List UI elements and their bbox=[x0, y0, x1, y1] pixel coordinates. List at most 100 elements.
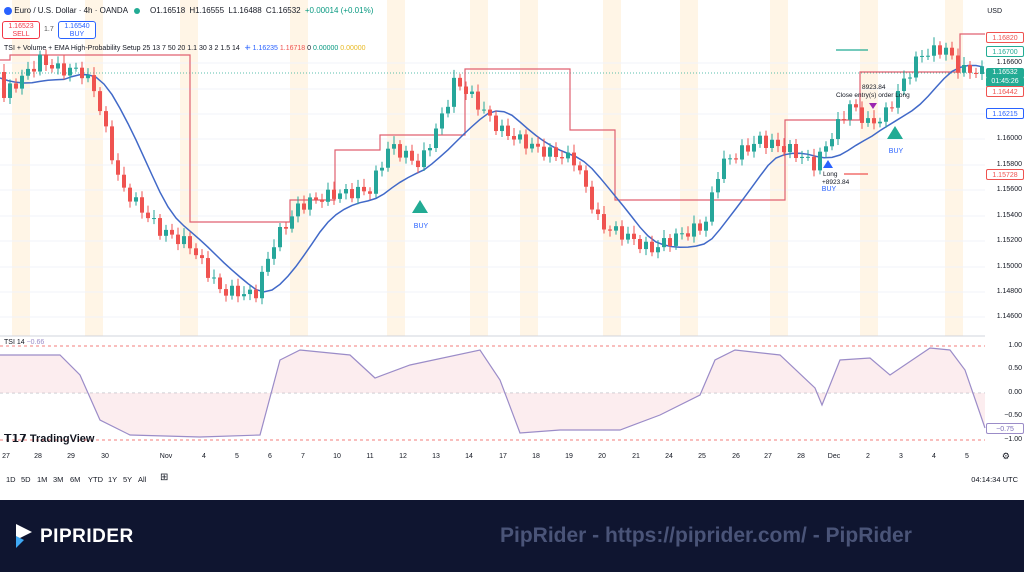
gear-icon[interactable]: ⁜ bbox=[244, 45, 251, 52]
time-axis-label: 12 bbox=[399, 453, 407, 460]
candle-body bbox=[908, 77, 912, 79]
close-value: C1.16532 bbox=[265, 6, 301, 15]
candle-body bbox=[944, 47, 948, 55]
time-axis-label: 5 bbox=[235, 453, 239, 460]
tsi-legend[interactable]: TSI 14 −0.66 bbox=[4, 339, 44, 346]
buy-label: BUY bbox=[414, 223, 429, 230]
symbol-header[interactable]: Euro / U.S. Dollar · 4h · OANDA bbox=[4, 6, 140, 15]
candle-body bbox=[842, 119, 846, 121]
candle-body bbox=[566, 152, 570, 159]
tsi-tick: 0.50 bbox=[1008, 365, 1022, 372]
timeframe-button[interactable]: 1M bbox=[37, 475, 48, 484]
candle-body bbox=[644, 241, 648, 250]
price-tick-label: 1.15000 bbox=[996, 263, 1022, 270]
timeframe-button[interactable]: 1Y bbox=[108, 475, 118, 484]
candle-body bbox=[722, 158, 726, 179]
candle-body bbox=[416, 160, 420, 168]
open-value: O1.16518 bbox=[150, 6, 186, 15]
indicator-value-1: 1.16235 bbox=[252, 45, 278, 52]
time-axis-label: 14 bbox=[465, 453, 473, 460]
candle-body bbox=[668, 238, 672, 246]
candles bbox=[2, 37, 984, 305]
footer-url-text: PipRider - https://piprider.com/ - PipRi… bbox=[500, 524, 912, 547]
candle-body bbox=[104, 111, 108, 127]
buy-button[interactable]: 1.16540 BUY bbox=[58, 21, 96, 39]
indicator-legend[interactable]: TSI + Volume + EMA High-Probability Setu… bbox=[4, 44, 366, 52]
candle-body bbox=[950, 47, 954, 56]
candle-body bbox=[86, 75, 90, 79]
candle-body bbox=[116, 160, 120, 175]
candle-body bbox=[38, 54, 42, 72]
time-axis-label: 24 bbox=[665, 453, 673, 460]
candle-body bbox=[854, 104, 858, 108]
candle-body bbox=[224, 289, 228, 296]
session-band bbox=[520, 0, 538, 336]
time-axis-label: 27 bbox=[2, 453, 10, 460]
candle-body bbox=[260, 271, 264, 299]
candle-body bbox=[344, 189, 348, 194]
indicator-value-2: 1.16718 bbox=[279, 45, 306, 52]
timeframe-button[interactable]: 6M bbox=[70, 475, 81, 484]
price-tick-label: 1.16000 bbox=[996, 135, 1022, 142]
candle-body bbox=[236, 285, 240, 297]
candle-body bbox=[830, 139, 834, 147]
price-chart[interactable]: BUY BUY BUY Long +8923.84 8923.84 Close … bbox=[0, 0, 990, 450]
time-axis-label: 20 bbox=[598, 453, 606, 460]
timeframe-button[interactable]: 5Y bbox=[123, 475, 133, 484]
candle-body bbox=[686, 233, 690, 237]
price-tick-label: 1.16600 bbox=[996, 59, 1022, 66]
candle-body bbox=[728, 158, 732, 160]
candle-body bbox=[734, 158, 738, 160]
candle-body bbox=[770, 139, 774, 148]
symbol-name: Euro / U.S. Dollar · 4h · OANDA bbox=[14, 6, 128, 15]
candle-body bbox=[608, 229, 612, 231]
timeframe-button[interactable]: 3M bbox=[53, 475, 64, 484]
session-band bbox=[945, 0, 963, 336]
candle-body bbox=[164, 229, 168, 236]
utc-clock[interactable]: 04:14:34 UTC bbox=[971, 475, 1018, 484]
candle-body bbox=[848, 104, 852, 120]
timeframe-button[interactable]: 5D bbox=[21, 475, 31, 484]
tsi-label: TSI 14 bbox=[4, 339, 25, 346]
sell-price: 1.16523 bbox=[8, 23, 34, 30]
candle-body bbox=[176, 234, 180, 245]
long-entry-icon bbox=[823, 160, 833, 168]
currency-flag-icon bbox=[4, 6, 12, 15]
session-band bbox=[290, 0, 308, 336]
timeframe-button[interactable]: YTD bbox=[88, 475, 103, 484]
close-value: 8923.84 bbox=[862, 84, 886, 91]
time-axis-label: 4 bbox=[202, 453, 206, 460]
candle-body bbox=[326, 189, 330, 202]
settings-gear-icon[interactable]: ⚙ bbox=[1001, 451, 1010, 461]
time-axis-label: 28 bbox=[797, 453, 805, 460]
candle-body bbox=[554, 147, 558, 158]
candle-body bbox=[794, 144, 798, 159]
candle-body bbox=[278, 227, 282, 248]
candle-body bbox=[926, 55, 930, 57]
candle-body bbox=[356, 186, 360, 199]
sell-button[interactable]: 1.16523 SELL bbox=[2, 21, 40, 39]
candle-body bbox=[548, 147, 552, 157]
timeframe-button[interactable]: All bbox=[138, 475, 147, 484]
candle-body bbox=[782, 146, 786, 153]
timeframe-button[interactable]: 1D bbox=[6, 475, 16, 484]
change-value: +0.00014 (+0.01%) bbox=[304, 6, 374, 15]
time-axis-label: Nov bbox=[159, 453, 173, 460]
candle-body bbox=[512, 135, 516, 140]
buy-label: BUY bbox=[69, 31, 85, 38]
candle-body bbox=[296, 203, 300, 217]
ohlc-values: O1.16518 H1.16555 L1.16488 C1.16532 +0.0… bbox=[150, 6, 375, 15]
candle-body bbox=[476, 91, 480, 110]
candle-body bbox=[158, 218, 162, 236]
exit-arrow-icon bbox=[869, 103, 877, 109]
buy-price: 1.16540 bbox=[64, 23, 90, 30]
candle-body bbox=[530, 143, 534, 149]
candle-body bbox=[824, 146, 828, 152]
currency-label[interactable]: USD bbox=[987, 8, 1002, 15]
buy-label: BUY bbox=[889, 148, 904, 155]
tsi-tick: 0.00 bbox=[1008, 389, 1022, 396]
candle-body bbox=[350, 189, 354, 199]
candle-body bbox=[206, 258, 210, 278]
candle-body bbox=[524, 134, 528, 149]
date-range-icon[interactable]: ⊞ bbox=[160, 472, 169, 483]
